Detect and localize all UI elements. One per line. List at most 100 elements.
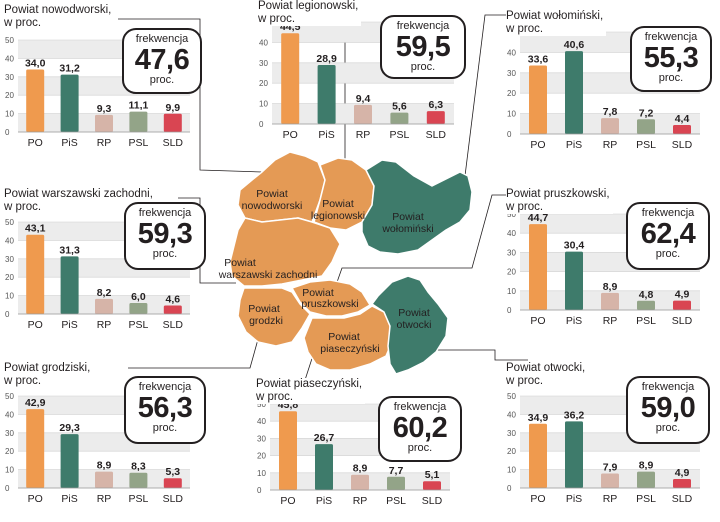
bar-sld [423,481,441,490]
chart-title-text: Powiat wołomiński, [506,10,604,22]
turnout-box: frekwencja 60,2 proc. [378,396,462,462]
bar-value-label: 8,2 [97,287,112,299]
y-tick-label: 40 [5,410,14,419]
region-wolominski [361,159,473,255]
y-tick-label: 0 [259,120,264,129]
y-tick-label: 0 [507,130,512,139]
bar-value-label: 36,2 [564,409,585,421]
y-tick-label: 20 [507,447,516,456]
leader-line-otwocki [430,349,528,361]
chart-subtitle: w proc. [256,391,294,403]
turnout-box: frekwencja 59,5 proc. [380,15,466,79]
bar-value-label: 5,3 [165,466,180,478]
category-label: PO [28,493,43,505]
y-tick-label: 10 [259,100,268,109]
category-label: PSL [128,493,148,505]
bar-value-label: 4,9 [675,467,690,479]
chart-title-text: Powiat warszawski zachodni, [4,188,153,200]
chart-title-text: Powiat piaseczyński, [256,378,363,390]
y-tick-label: 20 [507,89,516,98]
panel-wolominski: 5040302010033,6PO40,6PiS7,8RP7,2PSL4,4SL… [506,10,716,160]
chart-title: Powiat nowodworski, w proc. [4,4,115,30]
category-label: PiS [61,137,77,149]
y-tick-label: 50 [507,392,516,401]
category-label: PiS [61,319,77,331]
category-label: PSL [128,137,148,149]
chart-subtitle: w proc. [506,201,544,213]
bar-value-label: 7,9 [603,461,618,473]
bar-value-label: 28,9 [316,53,337,65]
turnout-label: frekwencja [396,20,450,32]
bar-value-label: 8,3 [131,461,146,473]
category-label: PSL [386,495,406,507]
category-label: SLD [163,319,184,331]
y-tick-label: 0 [5,484,10,493]
bar-value-label: 9,9 [165,102,180,114]
y-tick-label: 10 [5,466,14,475]
chart-title-text: Powiat legionowski, [258,0,359,12]
bar-rp [95,298,113,314]
bar-po [529,224,547,310]
region-grodziski [237,287,311,347]
y-tick-label: 50 [257,400,266,409]
y-tick-label: 30 [5,255,14,264]
bar-value-label: 4,8 [639,289,654,301]
category-label: PiS [318,129,334,141]
bar-value-label: 31,3 [59,244,80,256]
map-label-otwocki: Powiat otwocki [396,307,431,331]
turnout-unit: proc. [655,422,681,434]
category-label: PiS [316,495,332,507]
category-label: RP [97,493,112,505]
y-tick-label: 50 [5,36,14,45]
bar-value-label: 26,7 [314,432,335,444]
category-label: PO [28,137,43,149]
bar-value-label: 43,1 [25,223,46,235]
bar-value-label: 6,3 [428,99,443,111]
y-tick-label: 30 [257,434,266,443]
turnout-box: frekwencja 47,6 proc. [122,28,202,94]
bar-value-label: 8,9 [353,463,368,475]
panel-legionowski: 5040302010044,5PO28,9PiS9,4RP5,6PSL6,3SL… [258,0,468,150]
category-label: SLD [426,129,447,141]
bar-po [529,65,547,134]
bar-value-label: 33,6 [528,53,549,65]
bar-value-label: 4,6 [165,294,180,306]
category-label: PiS [61,493,77,505]
bar-po [279,411,297,490]
bar-value-label: 9,3 [97,103,112,115]
bar-value-label: 7,8 [603,106,618,118]
turnout-label: frekwencja [641,207,695,219]
map-label-wolominski: Powiat wołomiński [381,211,433,235]
bar-value-label: 30,4 [564,240,585,252]
bar-po [26,69,45,132]
bar-sld [163,305,182,314]
turnout-unit: proc. [410,61,436,73]
category-label: RP [97,137,112,149]
bar-value-label: 40,6 [564,39,585,51]
bar-psl [637,119,655,134]
panel-nowodworski: 50 40 30 20 10 0 34,0 PO 31,2 PiS 9,3 RP 11,1 PSL 9,9 S… [4,4,204,154]
category-label: PiS [566,139,582,151]
y-tick-label: 10 [507,110,516,119]
bar-rp [601,292,619,310]
region-otwocki [371,275,449,375]
bar-rp [601,118,619,134]
chart-title-text: Powiat pruszkowski, [506,188,610,200]
bar-psl [129,472,148,488]
y-tick-label: 10 [5,292,14,301]
category-label: PO [530,315,545,327]
category-label: PO [530,139,545,151]
bar-chart: 50 40 30 20 10 0 43,1 PO 31,3 PiS 8,2 RP 6,0 PSL 4,6 SL… [5,218,190,331]
turnout-unit: proc. [655,248,681,260]
category-label: PO [530,493,545,505]
bar-psl [129,302,148,314]
bar-sld [426,111,445,124]
bar-value-label: 44,7 [528,212,549,224]
category-label: SLD [672,315,693,327]
turnout-unit: proc. [407,442,433,454]
map-label-legionowski: Powiat legionowski [311,198,365,222]
bar-po [529,423,547,488]
category-label: PO [283,129,298,141]
turnout-label: frekwencja [138,207,192,219]
y-tick-label: 0 [5,128,10,137]
